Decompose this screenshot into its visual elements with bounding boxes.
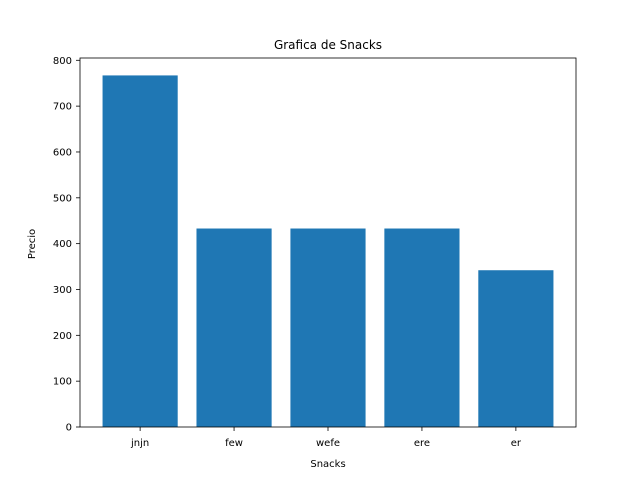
plot-frame bbox=[79, 57, 577, 428]
y-axis-label: Precio bbox=[27, 229, 38, 259]
x-tick-label: er bbox=[511, 438, 522, 449]
bar-jnjn bbox=[102, 75, 178, 428]
y-tick-label: 300 bbox=[53, 285, 72, 296]
y-tick-label: 500 bbox=[53, 193, 72, 204]
x-axis-label: Snacks bbox=[310, 459, 345, 470]
bar-er bbox=[478, 270, 554, 427]
chart-title: Grafica de Snacks bbox=[274, 38, 382, 52]
y-tick-label: 100 bbox=[53, 377, 72, 388]
axes-group: jnjn few wefe ere er 0 100 200 300 400 500 600 700 80… bbox=[53, 56, 577, 449]
x-tick-label: ere bbox=[414, 438, 430, 449]
y-tick-label: 400 bbox=[53, 239, 72, 250]
y-tick-label: 600 bbox=[53, 147, 72, 158]
y-tick-label: 200 bbox=[53, 331, 72, 342]
bar-few bbox=[196, 228, 272, 427]
bar-wefe bbox=[290, 228, 366, 427]
y-tick-label: 0 bbox=[66, 423, 72, 434]
bars-group bbox=[102, 75, 554, 428]
x-tick-label: wefe bbox=[316, 438, 340, 449]
x-tick-label: jnjn bbox=[130, 438, 149, 449]
y-tick-label: 700 bbox=[53, 102, 72, 113]
y-tick-label: 800 bbox=[53, 56, 72, 67]
bar-ere bbox=[384, 228, 460, 427]
x-tick-label: few bbox=[225, 438, 243, 449]
